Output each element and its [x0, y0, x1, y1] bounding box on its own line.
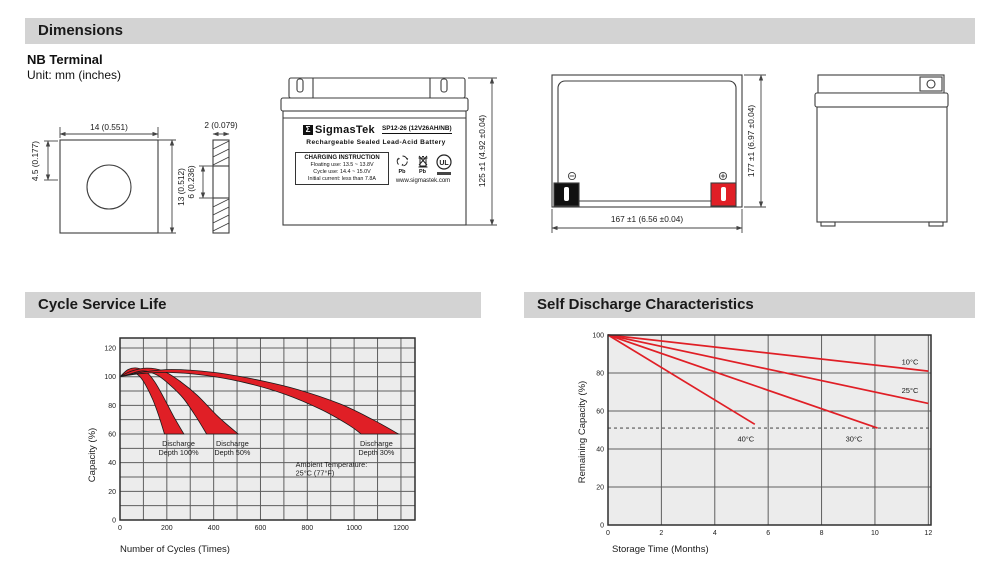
dimension-lines: [44, 74, 766, 234]
battery-front-label: Σ SigmasTek SP12-26 (12V26AH/NB) Recharg…: [295, 123, 457, 203]
x-tick-label: 0: [118, 525, 122, 532]
x-tick-label: 10: [871, 530, 879, 537]
dim-battery-depth: 177 ±1 (6.97 ±0.04): [746, 105, 756, 178]
x-tick-label: 4: [713, 530, 717, 537]
y-tick-label: 0: [112, 518, 116, 525]
x-tick-label: 12: [924, 530, 932, 537]
recycle-pb-icon: [396, 155, 408, 167]
ul-mark-icon: UL: [435, 154, 452, 170]
x-tick-label: 0: [606, 530, 610, 537]
y-tick-label: 0: [600, 523, 604, 530]
dim-terminal-width: 14 (0.551): [90, 122, 128, 132]
y-axis-label: Remaining Capacity (%): [577, 381, 588, 483]
dim-battery-height: 125 ±1 (4.92 ±0.04): [477, 115, 487, 188]
pb-label: Pb: [398, 169, 406, 175]
y-axis-label: Capacity (%): [87, 428, 98, 482]
brand-name: SigmasTek: [315, 123, 375, 136]
svg-text:UL: UL: [439, 160, 449, 167]
band: [119, 369, 401, 435]
x-tick-label: 600: [255, 525, 267, 532]
self-discharge-chart: 10°C 25°C 30°C 40°C 0 2 4 6 8 10 12 0 20 40 60 80 100 Sto…: [577, 333, 932, 556]
plus-symbol-icon: [718, 171, 728, 181]
y-tick-label: 100: [592, 333, 604, 340]
terminal-type-heading: NB Terminal: [27, 52, 103, 67]
series-line: [607, 334, 878, 429]
website-url: www.sigmastek.com: [395, 178, 451, 184]
y-tick-label: 100: [104, 374, 116, 381]
series-label: 10°C: [902, 357, 919, 366]
x-tick-label: 200: [161, 525, 173, 532]
terminal-post-right: [440, 78, 448, 93]
y-tick-label: 40: [596, 447, 604, 454]
series-line: [607, 334, 756, 426]
plot-border: [607, 334, 932, 526]
charging-title: CHARGING INSTRUCTION: [304, 155, 380, 161]
x-tick-label: 1200: [393, 525, 409, 532]
x-tick-label: 800: [301, 525, 313, 532]
charging-line: Floating use: 13.5 ~ 13.8V: [310, 162, 374, 168]
annotation: Discharge Depth 100%: [158, 439, 199, 457]
battery-front-view-drawing: [280, 77, 469, 226]
y-tick-label: 40: [108, 460, 116, 467]
sigmastek-logo-icon: Σ: [303, 124, 313, 135]
plot-border: [119, 337, 416, 521]
section-title-self-discharge: Self Discharge Characteristics: [537, 296, 754, 313]
cycle-service-life-chart: Discharge Depth 100% Discharge Depth 50% Dis…: [87, 337, 416, 555]
dim-terminal-offset: 4.5 (0.177): [30, 141, 40, 181]
battery-side-view-drawing: [814, 74, 949, 227]
series-line: [607, 334, 929, 372]
series-label: 30°C: [846, 434, 863, 443]
no-trash-pb-icon: [418, 155, 427, 168]
terminal-side-view-drawing: [212, 139, 230, 234]
dim-terminal-height: 13 (0.512): [176, 168, 186, 206]
terminal-front-view-drawing: [59, 139, 159, 234]
section-header-self-discharge: Self Discharge Characteristics: [524, 292, 975, 318]
battery-type-line: Rechargeable Sealed Lead-Acid Battery: [306, 139, 446, 146]
series-label: 40°C: [737, 434, 754, 443]
series-label: 25°C: [902, 386, 919, 395]
terminal-hole: [86, 164, 132, 210]
dimension-drawings: 14 (0.551) 4.5 (0.177) 13 (0.512) 2 (0.0…: [30, 74, 949, 234]
minus-symbol-icon: [567, 171, 577, 181]
pb-label: Pb: [418, 169, 427, 175]
dim-terminal-slot: 6 (0.236): [186, 165, 196, 198]
annotation: Discharge Depth 30%: [358, 439, 395, 457]
annotation: Ambient Temperature: 25°C (77°F): [296, 460, 368, 478]
section-title-dimensions: Dimensions: [38, 22, 124, 39]
x-axis-label: Number of Cycles (Times): [120, 544, 230, 555]
charging-line: Cycle use: 14.4 ~ 15.0V: [313, 169, 371, 175]
unit-note: Unit: mm (inches): [27, 68, 122, 82]
section-title-cycle: Cycle Service Life: [38, 296, 167, 313]
ul-file-number: [436, 172, 451, 175]
y-tick-label: 20: [108, 489, 116, 496]
charging-instruction-box: CHARGING INSTRUCTION Floating use: 13.5 …: [295, 152, 389, 185]
section-header-cycle-service-life: Cycle Service Life: [25, 292, 481, 318]
y-tick-label: 80: [596, 371, 604, 378]
battery-top-view-drawing: [551, 74, 743, 208]
x-axis-label: Storage Time (Months): [612, 544, 709, 555]
y-tick-label: 60: [108, 432, 116, 439]
terminal-post-left: [296, 78, 304, 93]
y-tick-label: 120: [104, 346, 116, 353]
x-tick-label: 400: [208, 525, 220, 532]
model-number: SP12-26 (12V26AH/NB): [381, 125, 452, 134]
dim-battery-length: 167 ±1 (6.56 ±0.04): [611, 214, 684, 224]
x-tick-label: 6: [766, 530, 770, 537]
annotation: Discharge Depth 50%: [214, 439, 251, 457]
hatching: [212, 140, 230, 232]
y-tick-label: 20: [596, 485, 604, 492]
charging-line: Initial current: less than 7.8A: [307, 176, 377, 182]
x-tick-label: 2: [659, 530, 663, 537]
section-header-dimensions: Dimensions: [25, 18, 975, 44]
x-tick-label: 8: [820, 530, 824, 537]
x-tick-label: 1000: [346, 525, 362, 532]
series-line: [607, 334, 929, 405]
dim-terminal-thickness: 2 (0.079): [204, 120, 237, 130]
y-tick-label: 80: [108, 403, 116, 410]
y-tick-label: 60: [596, 409, 604, 416]
